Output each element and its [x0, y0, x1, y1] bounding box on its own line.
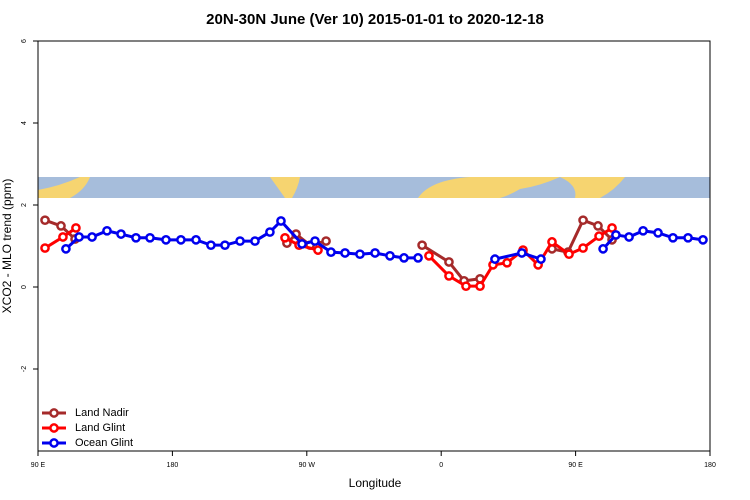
data-point: [578, 215, 588, 226]
data-point: [668, 232, 678, 243]
y-tick-label: 0: [21, 285, 28, 289]
data-point: [102, 225, 112, 236]
data-point: [161, 235, 171, 245]
y-tick-label: 6: [21, 39, 28, 43]
data-point: [490, 254, 500, 264]
legend-marker: [49, 438, 59, 448]
data-point: [176, 235, 186, 245]
data-point: [564, 249, 574, 260]
data-point: [191, 235, 201, 245]
data-point: [355, 249, 365, 260]
plot-frame: [37, 40, 711, 452]
legend-label: Land Nadir: [75, 407, 129, 419]
data-point: [444, 257, 454, 267]
data-point: [56, 221, 66, 231]
x-tick-label: 0: [439, 462, 443, 469]
y-axis-label: XCO2 - MLO trend (ppm): [0, 179, 14, 314]
x-tick-label: 90 E: [31, 462, 46, 469]
map-band: [38, 177, 710, 198]
data-point: [321, 236, 331, 246]
data-point: [206, 240, 216, 251]
data-point: [313, 245, 323, 255]
data-point: [235, 236, 245, 246]
data-point: [310, 236, 320, 246]
data-point: [611, 230, 621, 240]
data-point: [265, 227, 275, 237]
y-tick-label: 4: [21, 121, 28, 125]
data-point: [578, 243, 588, 253]
data-point: [58, 232, 68, 242]
data-point: [594, 231, 604, 242]
data-point: [61, 244, 71, 254]
x-tick-label: 90 E: [568, 462, 583, 469]
x-axis-label: Longitude: [349, 476, 402, 490]
data-point: [370, 248, 380, 258]
x-tick-label: 180: [704, 462, 716, 469]
legend-marker: [49, 423, 59, 433]
data-point: [116, 229, 126, 239]
legend-label: Ocean Glint: [75, 437, 133, 449]
data-point: [593, 221, 603, 231]
data-point: [40, 243, 50, 253]
data-point: [536, 254, 546, 264]
data-point: [417, 240, 427, 251]
data-point: [653, 228, 663, 238]
data-point: [87, 232, 97, 242]
data-point: [40, 215, 50, 226]
data-point: [399, 253, 409, 263]
x-tick-label: 180: [167, 462, 179, 469]
data-point: [250, 236, 260, 246]
data-point: [547, 237, 557, 247]
data-point: [683, 232, 693, 243]
data-point: [131, 232, 141, 243]
data-point: [502, 257, 512, 268]
data-point: [607, 223, 617, 233]
chart-title: 20N-30N June (Ver 10) 2015-01-01 to 2020…: [206, 11, 544, 28]
data-point: [340, 248, 350, 258]
data-point: [424, 250, 434, 261]
legend-marker: [49, 408, 59, 418]
data-point: [280, 232, 290, 243]
data-point: [698, 235, 708, 245]
data-point: [71, 223, 81, 233]
y-tick-label: -2: [21, 366, 28, 372]
data-point: [624, 232, 634, 242]
x-tick-label: 90 W: [299, 462, 316, 469]
data-point: [413, 253, 423, 263]
series-line: [421, 243, 481, 283]
data-point: [297, 239, 307, 249]
data-point: [326, 247, 336, 257]
data-point: [276, 216, 286, 226]
data-point: [220, 240, 230, 251]
data-point: [461, 281, 471, 292]
data-point: [475, 281, 485, 292]
data-point: [638, 225, 648, 236]
legend-label: Land Glint: [75, 422, 125, 434]
data-point: [385, 250, 395, 261]
y-tick-label: 2: [21, 203, 28, 207]
data-point: [598, 244, 608, 254]
data-point: [516, 248, 527, 258]
data-point: [145, 232, 155, 243]
data-point: [444, 271, 454, 281]
data-point: [74, 232, 84, 242]
